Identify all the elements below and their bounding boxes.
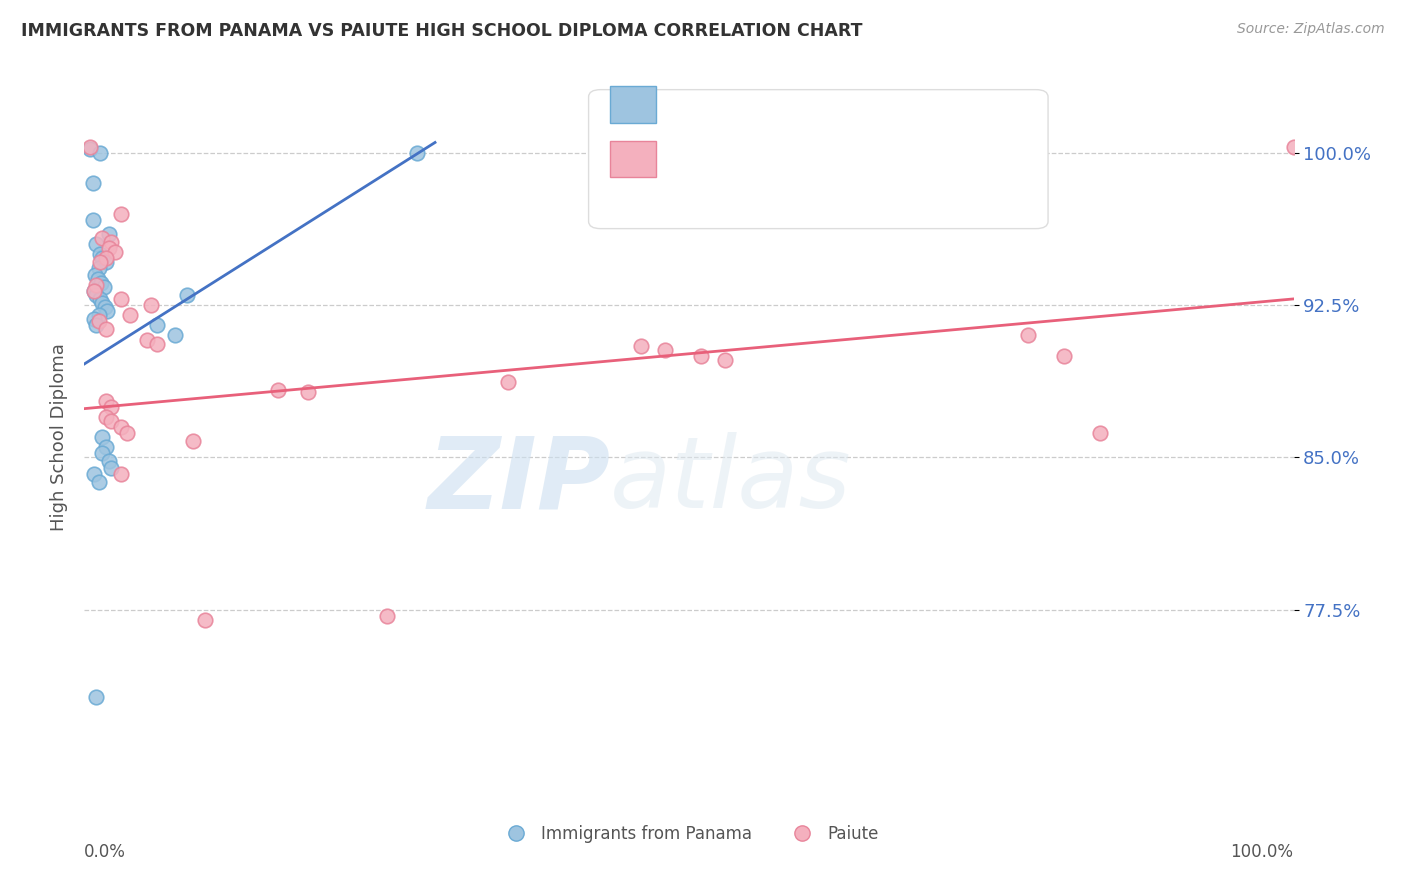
Text: R = 0.321: R = 0.321 (671, 95, 761, 113)
Point (84, 268, 107, 282)
Point (100, 400, 122, 414)
Text: Source: ZipAtlas.com: Source: ZipAtlas.com (1237, 22, 1385, 37)
Text: 0.0%: 0.0% (84, 843, 127, 861)
Bar (610, 86, 657, 122)
Point (91, 296, 114, 310)
Point (1088, 425, 1111, 440)
Point (496, 376, 519, 390)
Point (1017, 328, 1039, 343)
Point (100, 235, 122, 249)
Point (82, 212, 104, 227)
Point (146, 318, 169, 333)
Point (654, 343, 676, 357)
Point (104, 245, 127, 260)
Point (94, 409, 117, 424)
Text: atlas: atlas (610, 433, 852, 530)
Point (79, 139, 101, 153)
Point (115, 425, 138, 440)
Point (91, 252, 114, 266)
Point (297, 385, 319, 400)
Point (110, 467, 132, 481)
Point (91, 446, 114, 460)
Point (86, 318, 108, 333)
Point (83, 467, 105, 481)
Point (93, 279, 115, 293)
Point (89, 247, 111, 261)
Point (87, 314, 110, 328)
Point (91, 231, 114, 245)
Point (86, 237, 108, 252)
Point (181, 434, 204, 449)
Point (86, 277, 108, 292)
Point (714, 352, 737, 367)
Point (1282, 139, 1305, 153)
Point (136, 333, 159, 347)
Point (89, 145, 111, 160)
Point (89, 292, 111, 306)
Point (96, 304, 118, 318)
Text: N = 38: N = 38 (810, 150, 877, 168)
Point (86, 690, 108, 705)
Point (94, 300, 117, 314)
Point (94, 252, 117, 266)
Point (83, 284, 105, 298)
Bar (610, 141, 657, 178)
Point (375, 608, 398, 623)
Point (87, 475, 110, 489)
Point (194, 613, 217, 627)
Point (267, 384, 290, 398)
Point (87, 308, 110, 322)
Point (97, 241, 120, 255)
Point (146, 336, 169, 351)
Point (83, 284, 105, 298)
Point (120, 308, 142, 322)
Point (83, 312, 105, 326)
Point (94, 393, 117, 408)
Point (110, 420, 132, 434)
Point (79, 142, 101, 156)
Point (100, 414, 122, 428)
Point (86, 271, 108, 285)
Point (406, 145, 429, 160)
Point (94, 440, 117, 454)
Point (89, 255, 111, 269)
Point (1053, 349, 1076, 363)
Point (97, 227, 120, 241)
Legend: Immigrants from Panama, Paiute: Immigrants from Panama, Paiute (492, 818, 886, 849)
Text: N = 35: N = 35 (810, 95, 877, 113)
Point (87, 261, 110, 276)
Point (165, 328, 187, 343)
FancyBboxPatch shape (589, 90, 1047, 228)
Point (176, 288, 198, 302)
Point (90, 276, 112, 290)
Point (100, 460, 122, 475)
Point (97, 454, 120, 468)
Point (91, 430, 114, 444)
Point (630, 339, 652, 353)
Point (110, 206, 132, 220)
Text: 100.0%: 100.0% (1230, 843, 1294, 861)
Y-axis label: High School Diploma: High School Diploma (49, 343, 67, 531)
Point (110, 292, 132, 306)
Point (690, 349, 713, 363)
Point (86, 288, 108, 302)
Point (82, 176, 104, 190)
Text: ZIP: ZIP (427, 433, 610, 530)
Text: R = 0.218: R = 0.218 (671, 150, 761, 168)
Point (139, 298, 162, 312)
Point (94, 322, 117, 336)
Text: IMMIGRANTS FROM PANAMA VS PAIUTE HIGH SCHOOL DIPLOMA CORRELATION CHART: IMMIGRANTS FROM PANAMA VS PAIUTE HIGH SC… (21, 22, 863, 40)
Point (94, 255, 117, 269)
